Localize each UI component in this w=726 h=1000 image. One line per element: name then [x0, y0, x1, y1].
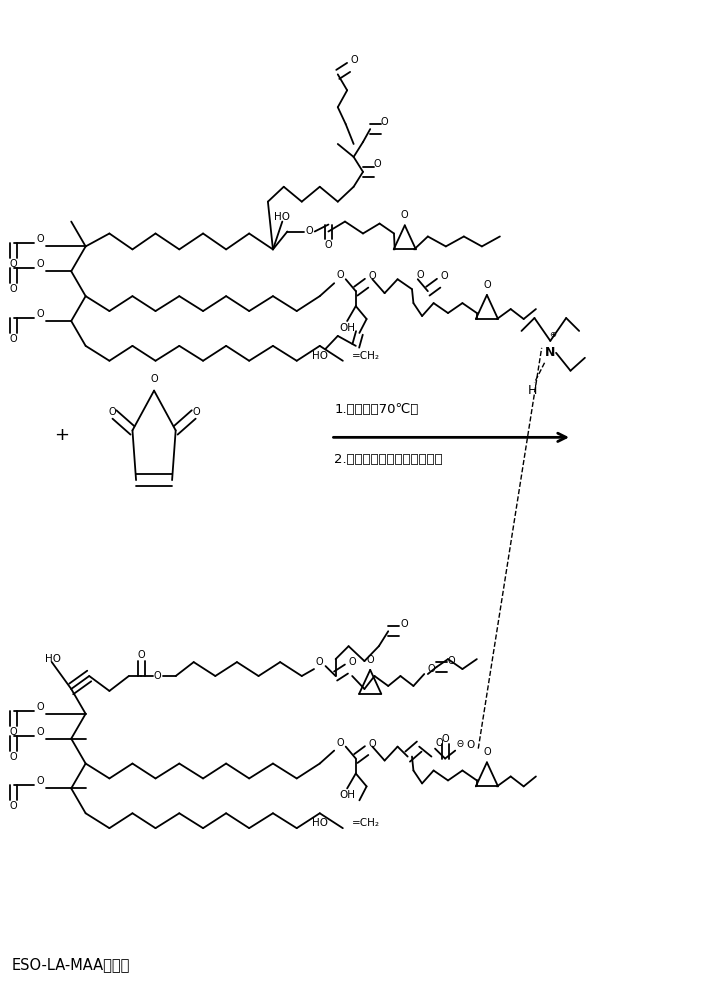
Text: O: O [369, 739, 376, 749]
Text: O: O [447, 656, 454, 666]
Text: O: O [316, 657, 324, 667]
Text: O: O [417, 270, 425, 280]
Text: O: O [36, 259, 44, 269]
Text: 1.加热（～70℃）: 1.加热（～70℃） [334, 403, 419, 416]
Text: HO: HO [274, 212, 290, 222]
Text: O: O [9, 259, 17, 269]
Text: O: O [367, 655, 374, 665]
Text: O: O [36, 727, 44, 737]
Text: H: H [528, 384, 537, 397]
Text: ESO-LA-MAA预聚物: ESO-LA-MAA预聚物 [12, 957, 130, 972]
Text: O: O [428, 664, 436, 674]
Text: O: O [483, 280, 491, 290]
Text: O: O [325, 240, 333, 250]
Text: O: O [36, 776, 44, 786]
Text: O: O [154, 671, 161, 681]
Text: O: O [36, 702, 44, 712]
Text: O: O [483, 747, 491, 757]
Text: O: O [192, 407, 200, 417]
Text: O: O [336, 270, 343, 280]
Text: N: N [545, 346, 555, 359]
Text: O: O [466, 740, 474, 750]
Text: O: O [9, 752, 17, 762]
Text: 2.三乙胺（催化剂和中和剂）: 2.三乙胺（催化剂和中和剂） [334, 453, 443, 466]
Text: O: O [374, 159, 381, 169]
Text: ⊕: ⊕ [549, 330, 556, 339]
Text: O: O [9, 334, 17, 344]
Text: Θ: Θ [457, 740, 464, 749]
Text: HO: HO [44, 654, 60, 664]
Text: O: O [150, 374, 158, 384]
Text: O: O [369, 271, 376, 281]
Text: O: O [336, 738, 343, 748]
Text: =CH₂: =CH₂ [352, 818, 380, 828]
Text: O: O [9, 727, 17, 737]
Text: HO: HO [311, 351, 327, 361]
Text: O: O [351, 55, 358, 65]
Text: O: O [36, 309, 44, 319]
Text: =CH₂: =CH₂ [352, 351, 380, 361]
Text: HO: HO [311, 818, 327, 828]
Text: O: O [348, 657, 356, 667]
Text: O: O [36, 234, 44, 244]
Text: O: O [401, 210, 409, 220]
Text: O: O [9, 284, 17, 294]
Text: O: O [436, 738, 443, 748]
Text: O: O [381, 117, 388, 127]
Text: O: O [441, 271, 448, 281]
Text: OH: OH [339, 323, 355, 333]
Text: O: O [108, 407, 116, 417]
Text: O: O [401, 619, 409, 629]
Text: O: O [137, 650, 145, 660]
Text: OH: OH [339, 790, 355, 800]
Text: O: O [441, 734, 449, 744]
Text: O: O [9, 801, 17, 811]
Text: +: + [54, 426, 70, 444]
Text: O: O [305, 227, 313, 236]
